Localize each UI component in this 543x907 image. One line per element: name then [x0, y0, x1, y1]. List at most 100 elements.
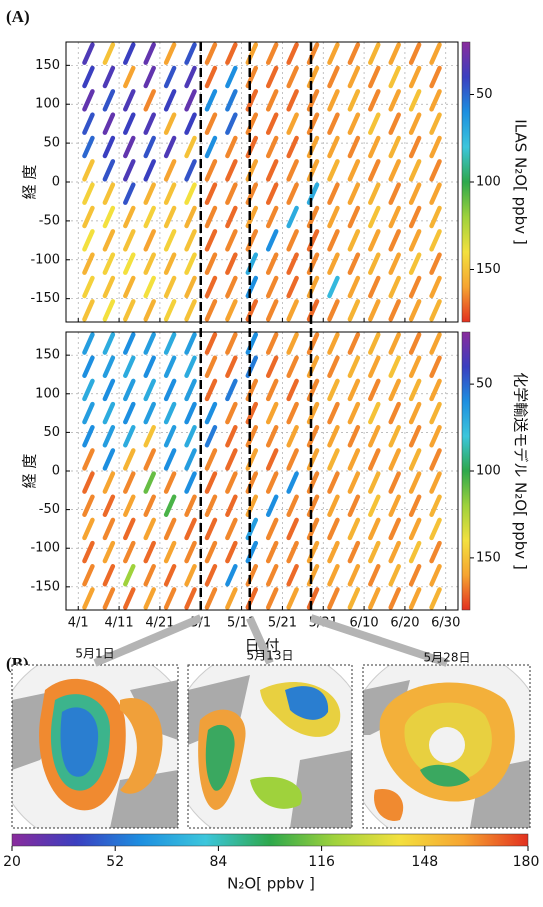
- data-dash: [388, 517, 401, 541]
- data-dash: [429, 401, 442, 425]
- data-dash: [368, 425, 381, 448]
- data-dash: [429, 425, 442, 448]
- data-dash: [184, 159, 197, 182]
- data-dash: [429, 135, 442, 159]
- data-dash: [123, 564, 136, 587]
- data-dash: [286, 89, 299, 112]
- data-dash: [82, 401, 95, 425]
- data-dash: [82, 540, 95, 564]
- data-dash: [388, 471, 401, 494]
- data-dash: [265, 587, 279, 610]
- data-dash: [184, 401, 197, 425]
- data-dash: [347, 587, 361, 610]
- data-dash: [388, 42, 401, 65]
- data-dash: [143, 89, 156, 112]
- data-dash: [347, 42, 361, 65]
- data-dash: [82, 425, 95, 448]
- data-dash: [184, 42, 197, 65]
- data-dash: [368, 517, 381, 541]
- data-dash: [204, 425, 218, 448]
- data-dash: [408, 401, 422, 425]
- data-dash: [286, 229, 299, 252]
- data-dash: [368, 332, 381, 355]
- data-dash: [286, 540, 299, 564]
- data-dash: [408, 494, 422, 517]
- data-dash: [143, 494, 156, 517]
- data-dash: [327, 425, 340, 448]
- data-dash: [265, 182, 279, 205]
- data-dash: [82, 182, 95, 205]
- data-dash: [327, 494, 340, 517]
- colorbar-tick-label: 50: [476, 377, 493, 392]
- data-dash: [82, 89, 95, 112]
- data-dash: [82, 564, 95, 587]
- data-dash: [184, 471, 197, 494]
- data-dash: [265, 355, 279, 378]
- colorbar-tick-label: 100: [476, 464, 501, 479]
- colorbar-tick-label: 180: [513, 854, 540, 870]
- y-tick-label: -100: [30, 252, 60, 267]
- data-dash: [408, 205, 422, 229]
- data-dash: [286, 425, 299, 448]
- data-dash: [143, 159, 156, 182]
- colorbar-label: 化学輸送モデル N₂O[ ppbv ]: [512, 372, 530, 570]
- data-dash: [123, 205, 136, 229]
- colorbar-tick-label: 20: [3, 854, 21, 870]
- arrow: [93, 614, 203, 667]
- data-dash: [102, 65, 116, 89]
- data-dash: [265, 401, 279, 425]
- data-dash: [204, 89, 218, 112]
- data-dash: [388, 564, 401, 587]
- data-dash: [163, 159, 177, 182]
- data-dash: [327, 332, 340, 355]
- data-dash: [204, 517, 218, 541]
- colorbar-tick-label: 52: [106, 854, 124, 870]
- data-dash: [347, 159, 361, 182]
- map: [188, 665, 352, 828]
- data-dash: [429, 471, 442, 494]
- map: [363, 665, 530, 828]
- data-dash: [225, 135, 238, 159]
- data-dash: [184, 252, 197, 275]
- data-dash: [327, 65, 340, 89]
- data-dash: [368, 564, 381, 587]
- data-dash: [368, 42, 381, 65]
- data-dash: [245, 89, 259, 112]
- y-axis-label: 経 度: [21, 454, 39, 489]
- data-dash: [123, 355, 136, 378]
- data-dash: [327, 517, 340, 541]
- data-dash: [184, 89, 197, 112]
- data-dash: [102, 182, 116, 205]
- data-dash: [225, 299, 238, 322]
- data-dash: [204, 378, 218, 402]
- data-dash: [163, 587, 177, 610]
- data-dash: [204, 494, 218, 517]
- data-dash: [184, 275, 197, 299]
- data-dash: [82, 448, 95, 471]
- data-dash: [368, 494, 381, 517]
- data-dash: [388, 378, 401, 402]
- data-dash: [429, 42, 442, 65]
- data-dash: [368, 355, 381, 378]
- data-dash: [163, 89, 177, 112]
- data-dash: [102, 355, 116, 378]
- data-dash: [143, 587, 156, 610]
- data-dash: [245, 540, 259, 564]
- data-dash: [163, 332, 177, 355]
- data-dash: [286, 299, 299, 322]
- data-dash: [429, 540, 442, 564]
- data-dash: [163, 378, 177, 402]
- data-dash: [82, 135, 95, 159]
- data-dash: [123, 471, 136, 494]
- data-dash: [306, 205, 320, 229]
- data-dash: [204, 159, 218, 182]
- data-dash: [123, 494, 136, 517]
- data-dash: [163, 448, 177, 471]
- data-dash: [347, 299, 361, 322]
- map-title: 5月28日: [424, 651, 471, 665]
- data-dash: [327, 401, 340, 425]
- data-dash: [225, 517, 238, 541]
- data-dash: [429, 517, 442, 541]
- data-dash: [286, 135, 299, 159]
- data-dash: [368, 275, 381, 299]
